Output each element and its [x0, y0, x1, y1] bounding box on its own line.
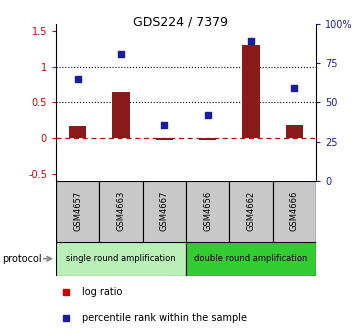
Point — [75, 76, 81, 82]
Bar — [229, 181, 273, 242]
Point — [248, 38, 254, 43]
Text: GSM4666: GSM4666 — [290, 190, 299, 230]
Point — [205, 113, 210, 118]
Text: GSM4667: GSM4667 — [160, 190, 169, 230]
Bar — [186, 181, 229, 242]
Bar — [156, 138, 173, 140]
Text: GSM4657: GSM4657 — [73, 191, 82, 230]
Text: single round amplification: single round amplification — [66, 254, 176, 263]
Text: percentile rank within the sample: percentile rank within the sample — [82, 313, 247, 323]
Text: GSM4656: GSM4656 — [203, 191, 212, 230]
Point — [118, 51, 124, 56]
Text: double round amplification: double round amplification — [194, 254, 308, 263]
Text: log ratio: log ratio — [82, 287, 122, 296]
Bar — [242, 45, 260, 138]
Text: GDS224 / 7379: GDS224 / 7379 — [133, 15, 228, 28]
Bar — [56, 242, 186, 276]
Bar — [56, 181, 99, 242]
Bar — [186, 242, 316, 276]
Point — [291, 85, 297, 91]
Bar — [273, 181, 316, 242]
Text: GSM4662: GSM4662 — [247, 191, 255, 230]
Text: GSM4663: GSM4663 — [117, 190, 125, 230]
Bar — [199, 138, 216, 140]
Bar — [143, 181, 186, 242]
Bar — [286, 125, 303, 138]
Text: protocol: protocol — [2, 254, 42, 264]
Bar — [69, 126, 86, 138]
Point — [161, 123, 167, 128]
Bar — [112, 92, 130, 138]
Bar — [99, 181, 143, 242]
